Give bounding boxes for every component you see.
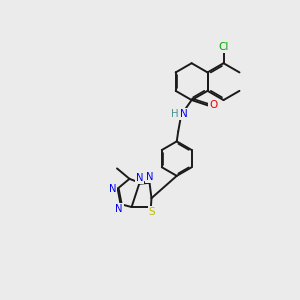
Text: N: N [115, 204, 123, 214]
Text: N: N [109, 184, 116, 194]
Text: H: H [171, 109, 178, 119]
Text: Cl: Cl [218, 43, 229, 52]
Text: N: N [136, 173, 143, 183]
Text: S: S [149, 206, 155, 217]
Text: N: N [180, 109, 188, 119]
Text: O: O [209, 100, 218, 110]
Text: N: N [146, 172, 153, 182]
